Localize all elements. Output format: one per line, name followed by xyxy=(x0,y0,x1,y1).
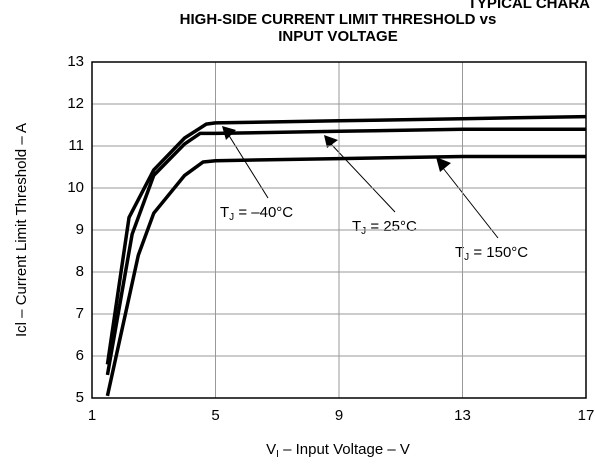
x-axis-label-main: V xyxy=(266,441,276,458)
annotation-sub: J xyxy=(464,252,469,263)
annotation: TJ = 25°C xyxy=(352,218,417,237)
leader xyxy=(227,133,269,199)
x-axis-label: VI – Input Voltage – V xyxy=(266,441,410,460)
chart-title: HIGH-SIDE CURRENT LIMIT THRESHOLD vs xyxy=(180,11,497,28)
x-tick-label: 9 xyxy=(335,407,343,424)
y-tick-label: 8 xyxy=(76,263,84,280)
x-tick-label: 1 xyxy=(88,407,96,424)
x-tick-label: 5 xyxy=(211,407,219,424)
annotation-sub: J xyxy=(361,226,366,237)
curve xyxy=(105,154,586,397)
annotation-main: T xyxy=(352,218,361,235)
curve xyxy=(105,114,587,365)
curve xyxy=(105,127,586,376)
y-tick-label: 10 xyxy=(67,179,84,196)
y-tick-label: 12 xyxy=(67,95,84,112)
annotation-rest: = –40°C xyxy=(234,204,293,221)
x-tick-label: 17 xyxy=(578,407,595,424)
leader xyxy=(442,167,499,239)
y-tick-label: 6 xyxy=(76,347,84,364)
y-tick-label: 9 xyxy=(76,221,84,238)
arrow-head xyxy=(324,135,338,148)
annotation-main: T xyxy=(455,244,464,261)
y-axis-label: Icl – Current Limit Threshold – A xyxy=(13,123,30,337)
leader xyxy=(330,143,396,213)
annotation-main: T xyxy=(220,204,229,221)
annotation: TJ = –40°C xyxy=(220,204,293,223)
x-axis-label-sub: I xyxy=(276,449,279,460)
x-tick-label: 13 xyxy=(454,407,471,424)
annotation-sub: J xyxy=(229,212,234,223)
annotation-rest: = 25°C xyxy=(366,218,417,235)
annotation-rest: = 150°C xyxy=(469,244,528,261)
y-tick-label: 5 xyxy=(76,389,84,406)
header: TYPICAL CHARA xyxy=(468,0,590,12)
annotation-leaders xyxy=(222,126,499,239)
y-tick-label: 7 xyxy=(76,305,84,322)
y-tick-label: 13 xyxy=(67,53,84,70)
chart-title: INPUT VOLTAGE xyxy=(278,28,397,45)
annotation: TJ = 150°C xyxy=(455,244,528,263)
plot-frame xyxy=(91,61,587,399)
y-tick-label: 11 xyxy=(68,137,84,154)
x-axis-label-rest: – Input Voltage – V xyxy=(279,441,410,458)
arrow-head xyxy=(436,157,451,172)
